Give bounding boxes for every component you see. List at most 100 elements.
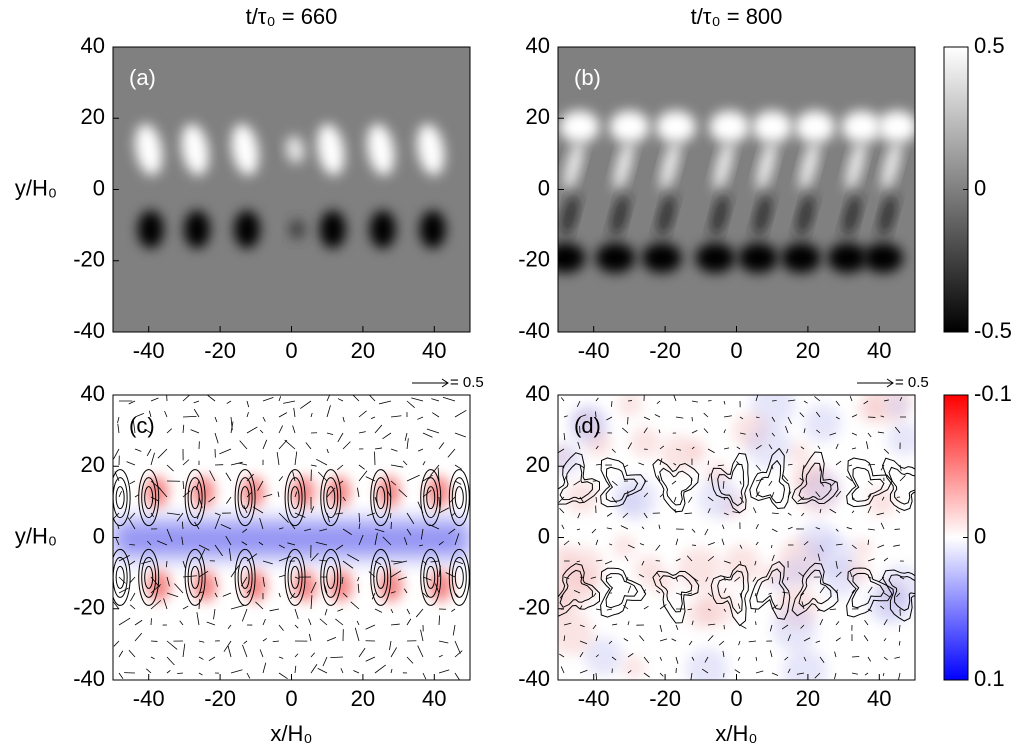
- velocity-arrow: [150, 512, 155, 518]
- velocity-arrow: [739, 432, 746, 435]
- field-blob: [609, 110, 650, 143]
- velocity-arrow: [707, 448, 715, 454]
- velocity-arrow: [294, 491, 298, 498]
- velocity-arrow: [342, 560, 354, 569]
- velocity-arrow: [883, 619, 888, 626]
- velocity-arrow: [310, 552, 319, 562]
- velocity-arrow: [165, 560, 168, 568]
- velocity-arrow: [226, 400, 232, 404]
- velocity-arrow: [835, 637, 841, 642]
- contour: [717, 463, 745, 507]
- velocity-arrow: [118, 554, 130, 562]
- field-blob: [181, 123, 209, 176]
- velocity-arrow: [643, 656, 650, 664]
- velocity-arrow: [182, 490, 191, 498]
- contour: [373, 477, 389, 519]
- contour: [451, 556, 467, 598]
- velocity-arrow: [722, 650, 725, 658]
- velocity-arrow: [293, 407, 296, 418]
- contour: [710, 563, 749, 627]
- field-blob: [709, 110, 750, 143]
- field-blob: [799, 139, 819, 191]
- velocity-arrow: [723, 608, 727, 612]
- velocity-arrow: [867, 558, 875, 562]
- velocity-arrow: [899, 576, 905, 580]
- colorbar-tick-label: 0.5: [974, 33, 1005, 58]
- velocity-arrow: [846, 527, 853, 530]
- velocity-arrow: [230, 461, 243, 466]
- field-blob: [695, 242, 736, 273]
- velocity-arrow: [611, 623, 618, 626]
- velocity-arrow: [687, 608, 693, 611]
- velocity-arrow: [592, 624, 597, 630]
- velocity-arrow: [195, 480, 200, 491]
- velocity-arrow: [684, 512, 693, 515]
- velocity-arrow: [278, 672, 288, 680]
- velocity-arrow: [829, 508, 837, 514]
- velocity-arrow: [771, 604, 778, 610]
- velocity-arrow: [691, 656, 695, 661]
- velocity-arrow: [656, 400, 661, 404]
- velocity-arrow: [851, 447, 857, 450]
- velocity-arrow: [417, 416, 424, 420]
- velocity-arrow: [659, 458, 663, 466]
- velocity-arrow: [579, 640, 588, 645]
- field-blob: [417, 123, 445, 176]
- field-blob: [564, 139, 584, 191]
- velocity-arrow: [573, 590, 581, 594]
- field-blob: [879, 194, 896, 237]
- velocity-arrow: [397, 576, 408, 581]
- velocity-arrow: [292, 471, 296, 482]
- velocity-arrow: [739, 416, 744, 420]
- field-blob: [797, 194, 814, 237]
- velocity-arrow: [595, 397, 599, 402]
- field-noise: [612, 534, 636, 558]
- velocity-arrow: [851, 656, 860, 658]
- velocity-arrow: [722, 524, 725, 530]
- velocity-arrow: [623, 638, 629, 642]
- velocity-arrow: [723, 560, 731, 564]
- velocity-arrow: [420, 528, 424, 540]
- velocity-arrow: [214, 432, 219, 444]
- contour: [141, 477, 157, 519]
- velocity-arrow: [246, 426, 258, 434]
- velocity-arrow: [563, 432, 566, 441]
- contour: [454, 486, 464, 510]
- velocity-arrow: [576, 560, 581, 563]
- velocity-arrow: [246, 491, 252, 498]
- y-tick-label: 40: [81, 381, 105, 406]
- velocity-arrow: [671, 638, 677, 642]
- velocity-arrow: [675, 624, 679, 631]
- x-tick-label: -20: [204, 686, 236, 711]
- field-noise: [629, 427, 661, 458]
- velocity-arrow: [876, 512, 885, 516]
- velocity-arrow: [164, 410, 168, 418]
- velocity-arrow: [193, 408, 200, 418]
- velocity-arrow: [358, 534, 364, 546]
- velocity-arrow: [611, 448, 616, 453]
- velocity-arrow: [723, 400, 726, 405]
- velocity-arrow: [816, 608, 821, 612]
- contour: [652, 458, 700, 513]
- velocity-arrow: [214, 576, 218, 587]
- velocity-arrow: [242, 528, 248, 533]
- field-blob: [137, 210, 164, 249]
- velocity-arrow: [894, 656, 901, 659]
- velocity-arrow: [819, 544, 824, 552]
- velocity-arrow: [113, 512, 120, 520]
- velocity-arrow: [437, 467, 440, 482]
- velocity-arrow: [803, 556, 806, 562]
- velocity-arrow: [723, 576, 726, 581]
- velocity-arrow: [771, 512, 779, 515]
- velocity-arrow: [755, 416, 760, 419]
- panel-label: (d): [574, 413, 601, 438]
- velocity-arrow: [278, 476, 284, 482]
- velocity-arrow: [445, 572, 456, 578]
- velocity-arrow: [771, 576, 774, 584]
- velocity-arrow: [426, 428, 440, 434]
- velocity-arrow: [723, 447, 730, 450]
- velocity-arrow: [595, 635, 599, 642]
- velocity-arrow: [278, 574, 286, 578]
- key-label: = 0.5: [450, 374, 484, 391]
- x-tick-label: 20: [351, 338, 375, 363]
